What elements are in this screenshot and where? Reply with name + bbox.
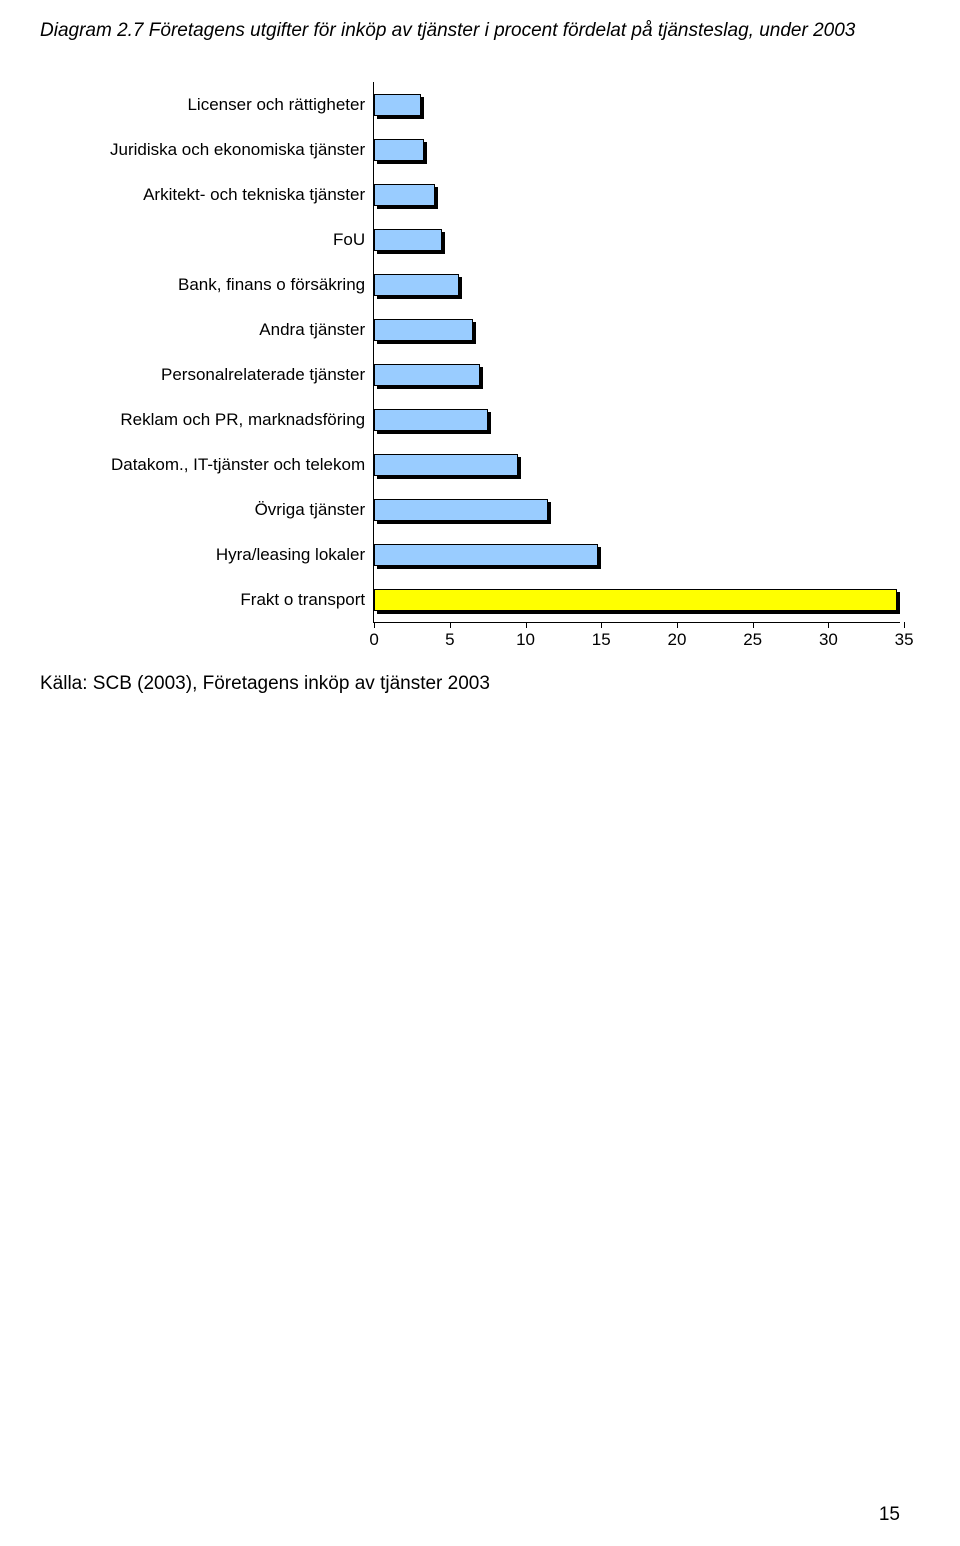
bar [374,409,488,431]
bar-slot [374,307,900,352]
x-tick-label: 30 [819,630,838,650]
category-label: Övriga tjänster [110,487,365,532]
bar [374,184,435,206]
chart-title: Diagram 2.7 Företagens utgifter för inkö… [40,20,900,42]
x-tick-label: 0 [369,630,378,650]
category-label: Andra tjänster [110,307,365,352]
category-label: Arkitekt- och tekniska tjänster [110,172,365,217]
bar-slot [374,217,900,262]
bar [374,364,480,386]
category-label: Juridiska och ekonomiska tjänster [110,127,365,172]
category-label: Licenser och rättigheter [110,82,365,127]
x-tick-label: 35 [895,630,914,650]
x-tick [753,622,754,628]
source-text: Källa: SCB (2003), Företagens inköp av t… [40,673,900,695]
category-label: Reklam och PR, marknadsföring [110,397,365,442]
category-label: Frakt o transport [110,577,365,622]
y-axis-labels: Licenser och rättigheterJuridiska och ek… [110,82,373,622]
x-tick [828,622,829,628]
x-tick-label: 15 [592,630,611,650]
bar-slot [374,172,900,217]
page-number: 15 [879,1504,900,1526]
chart-container: Licenser och rättigheterJuridiska och ek… [110,82,900,623]
bar-slot [374,397,900,442]
x-tick [450,622,451,628]
plot-area: 05101520253035 [373,82,900,623]
bar [374,139,424,161]
category-label: Personalrelaterade tjänster [110,352,365,397]
bar [374,94,421,116]
x-tick-label: 10 [516,630,535,650]
bar-slot [374,487,900,532]
bar [374,499,548,521]
category-label: FoU [110,217,365,262]
bar [374,274,459,296]
x-tick [601,622,602,628]
bar-slot [374,442,900,487]
bar [374,544,598,566]
x-tick [677,622,678,628]
bar [374,229,442,251]
bar-slot [374,82,900,127]
category-label: Bank, finans o försäkring [110,262,365,307]
x-tick-label: 25 [743,630,762,650]
bar-slot [374,352,900,397]
bar [374,454,518,476]
x-tick-label: 5 [445,630,454,650]
x-tick-label: 20 [668,630,687,650]
category-label: Datakom., IT-tjänster och telekom [110,442,365,487]
bar-slot [374,577,900,622]
bar-slot [374,262,900,307]
x-tick [526,622,527,628]
bar-highlight [374,589,896,611]
x-tick [374,622,375,628]
category-label: Hyra/leasing lokaler [110,532,365,577]
bar [374,319,472,341]
bar-slot [374,532,900,577]
bar-slot [374,127,900,172]
x-tick [904,622,905,628]
